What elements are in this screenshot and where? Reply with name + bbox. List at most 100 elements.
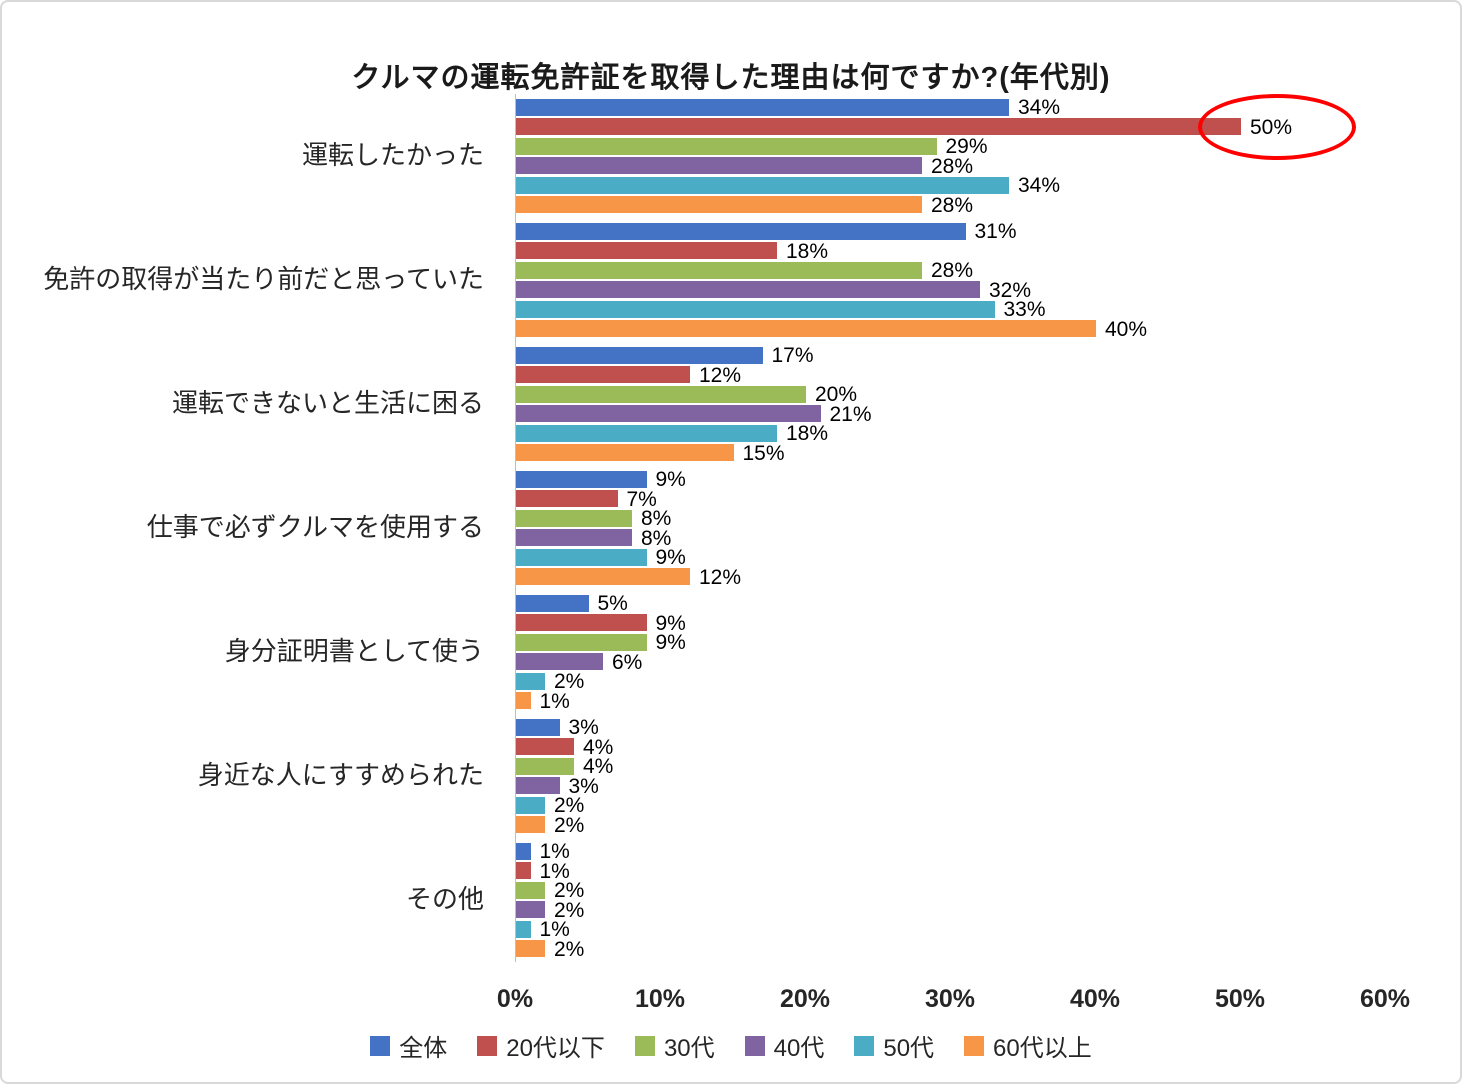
bar xyxy=(516,137,937,155)
legend-item: 20代以下 xyxy=(477,1028,605,1063)
category-label: 運転できないと生活に困る xyxy=(171,388,484,418)
x-axis-tick-label: 60% xyxy=(1359,985,1411,1013)
bar-value-label: 9% xyxy=(655,546,686,569)
x-axis-tick-label: 50% xyxy=(1214,985,1266,1013)
legend-item: 30代 xyxy=(634,1028,715,1063)
legend-swatch xyxy=(370,1035,391,1056)
bar-value-label: 2% xyxy=(554,879,585,902)
bar xyxy=(516,157,922,174)
bar xyxy=(516,470,647,488)
x-axis-tick-label: 40% xyxy=(1069,985,1121,1013)
bar xyxy=(516,320,1096,337)
bar-value-label: 32% xyxy=(989,278,1032,302)
x-axis-tick-label: 20% xyxy=(779,985,831,1013)
legend-label: 60代以上 xyxy=(993,1035,1092,1062)
bar xyxy=(516,816,545,833)
bar-value-label: 1% xyxy=(539,859,570,883)
bar-value-label: 18% xyxy=(786,422,829,445)
bar xyxy=(516,796,545,814)
legend-label: 30代 xyxy=(663,1035,715,1062)
bar-value-label: 15% xyxy=(742,441,785,465)
bar xyxy=(516,118,1241,135)
bar-value-label: 12% xyxy=(699,363,742,387)
bar xyxy=(516,672,545,690)
bar xyxy=(516,242,777,259)
bar xyxy=(516,176,1009,194)
chart-title: クルマの運転免許証を取得した理由は何ですか?(年代別) xyxy=(351,62,1111,94)
bar xyxy=(516,509,632,527)
bar xyxy=(516,261,922,279)
legend-label: 50代 xyxy=(883,1035,935,1062)
category-label: その他 xyxy=(405,884,484,914)
bar-value-label: 2% xyxy=(554,670,585,693)
bar xyxy=(516,98,1009,116)
bar-value-label: 2% xyxy=(554,898,585,922)
category-label: 運転したかった xyxy=(301,140,484,170)
bar xyxy=(516,548,647,566)
bar-value-label: 9% xyxy=(655,468,686,491)
bar xyxy=(516,281,980,298)
bar-value-label: 9% xyxy=(655,611,686,635)
bar-value-label: 34% xyxy=(1018,174,1061,197)
bar xyxy=(516,366,690,383)
bar xyxy=(516,920,531,938)
bar xyxy=(516,738,574,755)
bar xyxy=(516,633,647,651)
bar-value-label: 34% xyxy=(1018,96,1061,119)
legend-swatch xyxy=(634,1035,655,1056)
category-label: 身近な人にすすめられた xyxy=(197,760,484,790)
highlight-ellipse xyxy=(1198,93,1356,160)
bar xyxy=(516,718,560,736)
bar xyxy=(516,842,531,860)
bar-value-label: 28% xyxy=(931,154,974,178)
bar-value-label: 12% xyxy=(699,565,742,589)
legend-label: 20代以下 xyxy=(506,1035,605,1062)
bar xyxy=(516,881,545,899)
bar xyxy=(516,757,574,775)
legend-swatch xyxy=(964,1035,985,1056)
bar xyxy=(516,444,734,461)
bar xyxy=(516,901,545,918)
category-label: 免許の取得が当たり前だと思っていた xyxy=(43,264,484,294)
bar-value-label: 40% xyxy=(1105,317,1148,341)
bar-value-label: 3% xyxy=(568,774,599,798)
bar-value-label: 29% xyxy=(945,135,988,158)
bar-value-label: 21% xyxy=(829,402,872,426)
bar xyxy=(516,424,777,442)
bar-value-label: 17% xyxy=(771,344,814,367)
legend: 全体 20代以下 30代 40代 50代 60代以上 xyxy=(2,1028,1460,1063)
bar-value-label: 18% xyxy=(786,239,829,263)
bar-value-label: 4% xyxy=(583,755,614,778)
category-label: 身分証明書として使う xyxy=(224,636,484,666)
bar xyxy=(516,405,821,422)
bar xyxy=(516,653,603,670)
category-label: 仕事で必ずクルマを使用する xyxy=(146,512,484,542)
bar-value-label: 1% xyxy=(539,689,570,713)
bar xyxy=(516,346,763,364)
bar-value-label: 7% xyxy=(626,487,657,511)
legend-swatch xyxy=(477,1035,498,1056)
bar xyxy=(516,940,545,957)
bar xyxy=(516,862,531,879)
bar xyxy=(516,222,966,240)
x-axis-tick-label: 0% xyxy=(496,985,534,1013)
bar xyxy=(516,196,922,213)
bar-value-label: 2% xyxy=(554,813,585,837)
legend-swatch xyxy=(854,1035,875,1056)
bar xyxy=(516,568,690,585)
bar-value-label: 1% xyxy=(539,840,570,863)
legend-label: 40代 xyxy=(773,1035,825,1062)
bar xyxy=(516,385,806,403)
bar xyxy=(516,594,589,612)
bar xyxy=(516,777,560,794)
legend-item: 40代 xyxy=(744,1028,825,1063)
bar-value-label: 1% xyxy=(539,918,570,941)
bar-value-label: 9% xyxy=(655,631,686,654)
bar-value-label: 28% xyxy=(931,193,974,217)
bar-value-label: 2% xyxy=(554,937,585,961)
x-axis-tick-label: 10% xyxy=(634,985,686,1013)
bar-value-label: 5% xyxy=(597,592,628,615)
legend-item: 全体 xyxy=(370,1028,447,1063)
legend-item: 50代 xyxy=(854,1028,934,1063)
